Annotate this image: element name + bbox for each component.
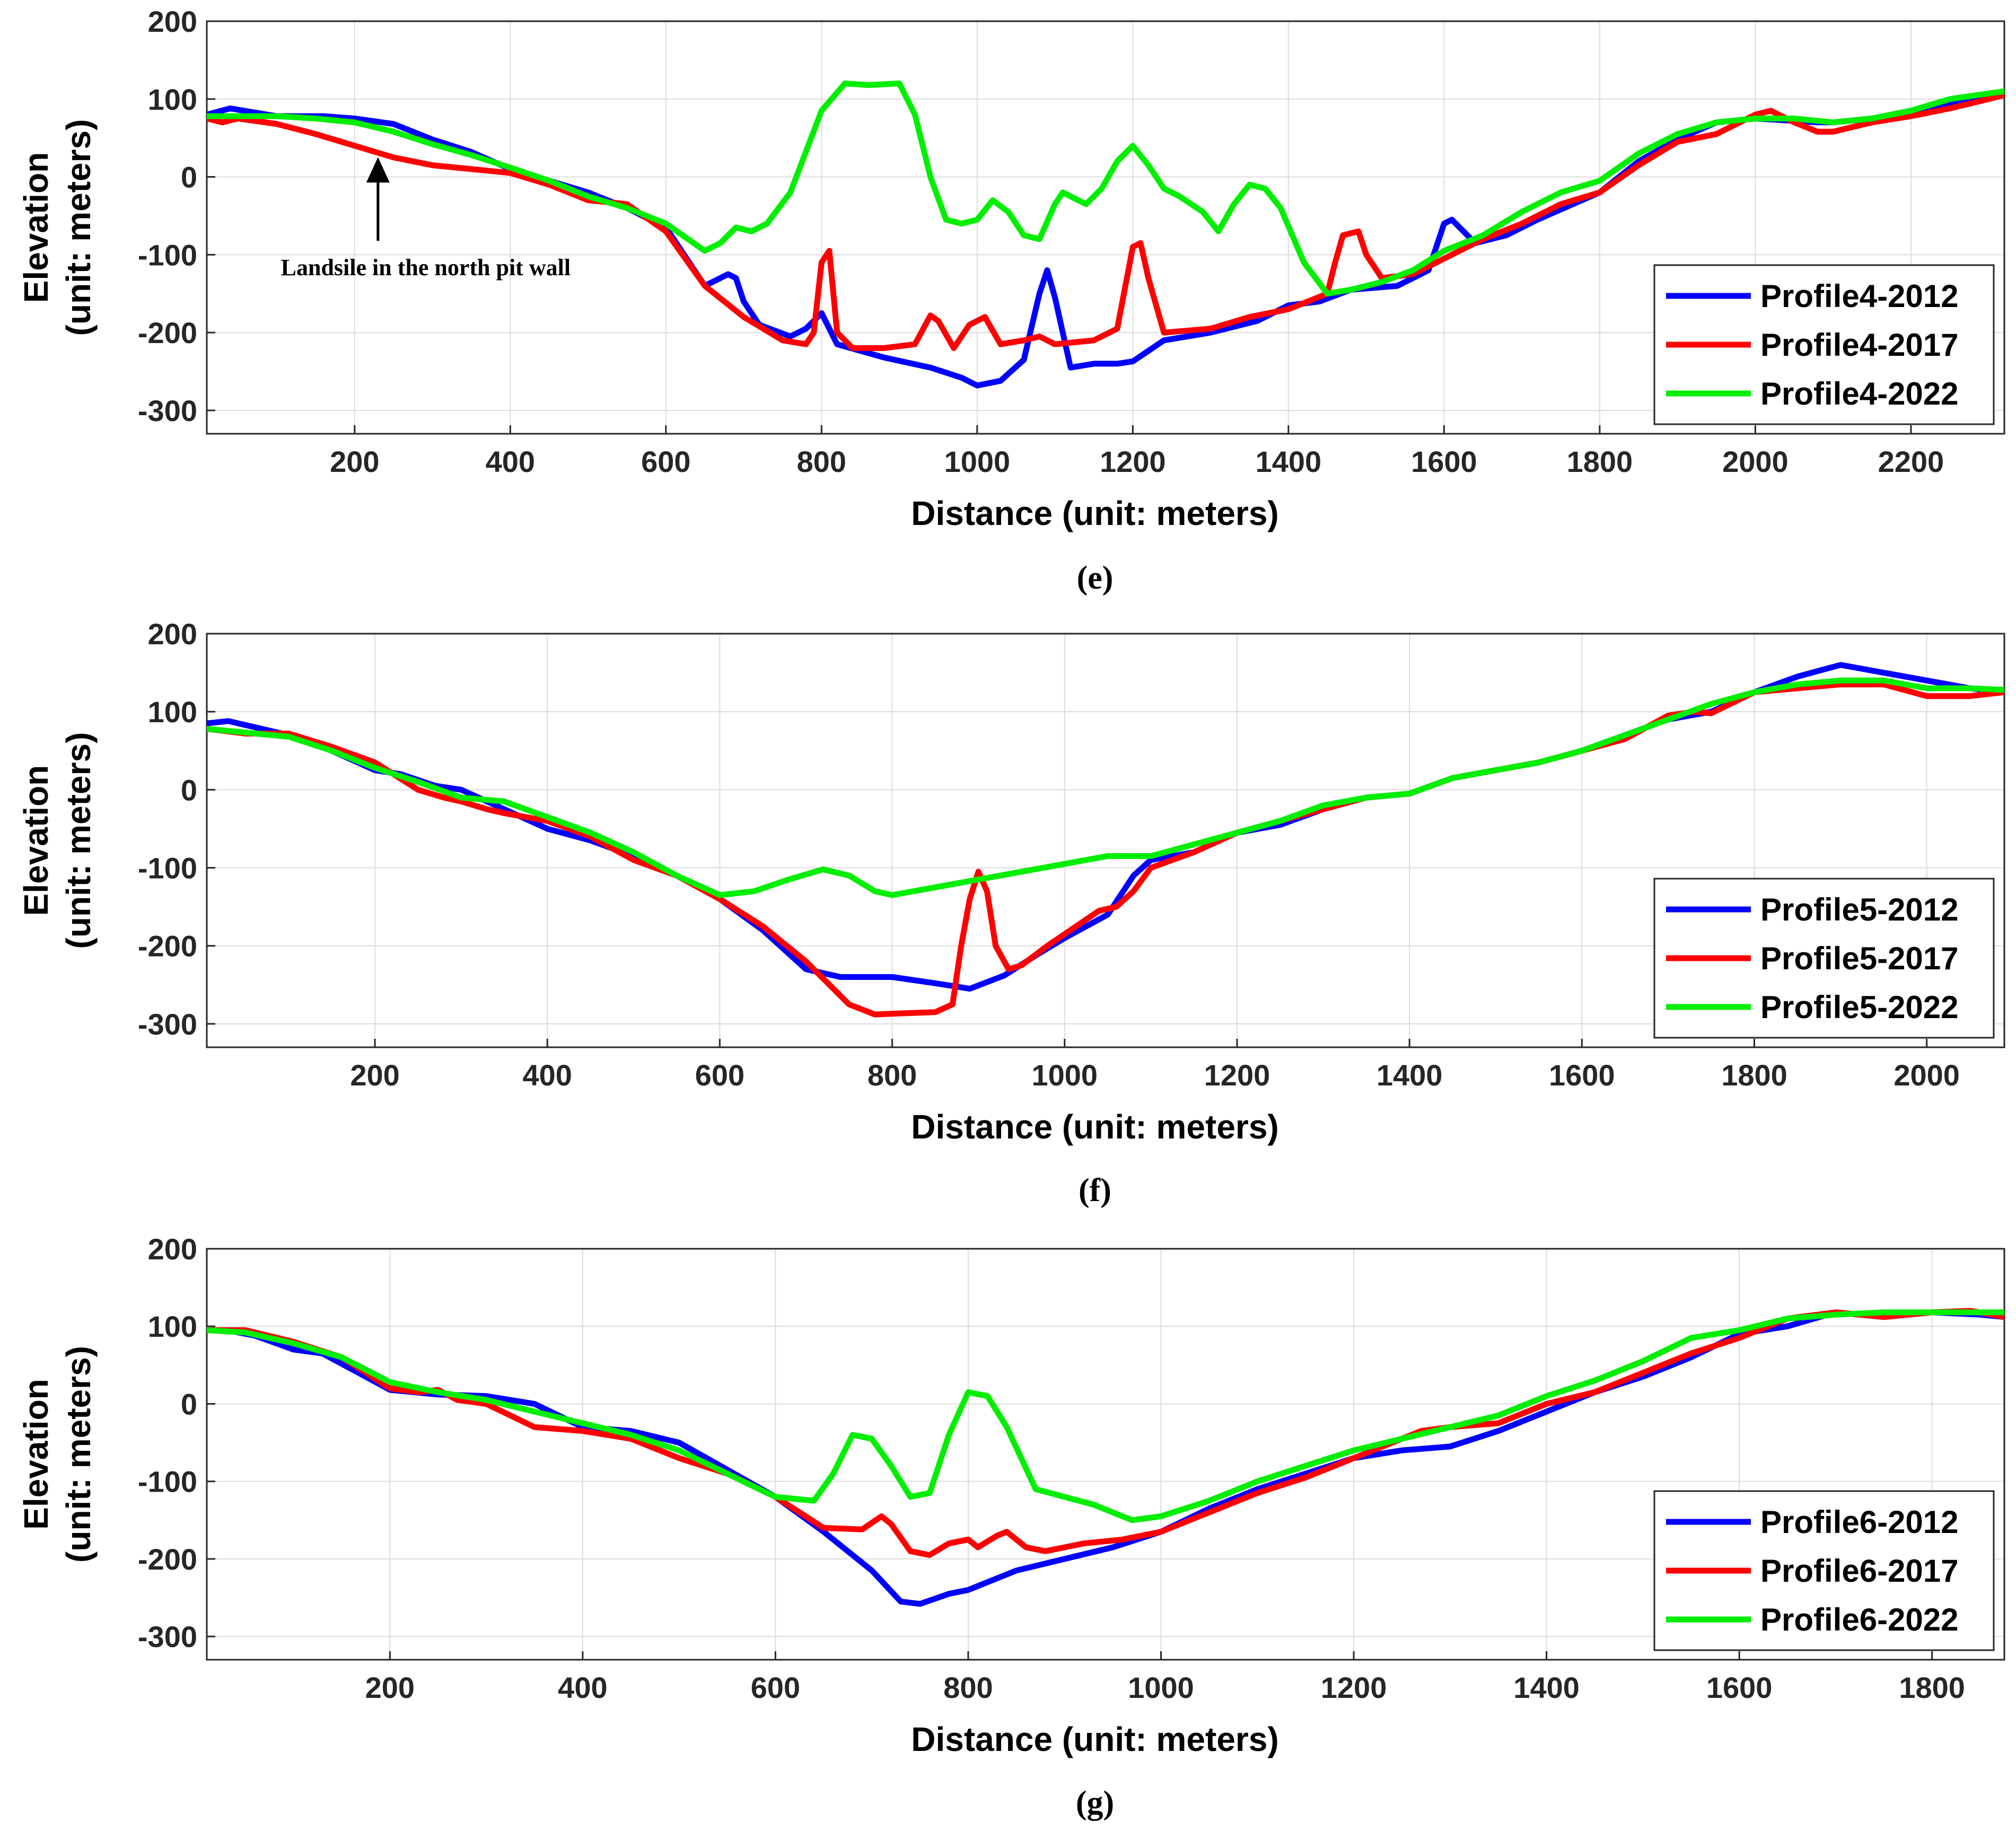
y-tick-label: 0 [181,1387,197,1421]
x-tick-label: 1800 [1899,1671,1965,1704]
x-axis-label: Distance (unit: meters) [911,1108,1278,1146]
legend: Profile5-2012 Profile5-2017 Profile5-2022 [1653,878,1995,1039]
annotation: Landsile in the north pit wall [281,157,571,281]
x-tick-label: 200 [365,1671,415,1704]
panel-caption: (g) [1076,1785,1114,1821]
y-axis-label-line2: (unit: meters) [59,732,98,949]
plot-area-frame [206,20,2005,435]
annotation-text: Landsile in the north pit wall [281,255,571,281]
y-tick-label: -300 [138,1620,197,1653]
plot-area-frame [206,1248,2005,1661]
series-line-profile4-2012 [207,92,2004,389]
series-line-profile6-2022 [207,1309,2004,1523]
x-tick-label: 2000 [1722,445,1789,478]
y-tick-label: -200 [138,316,197,349]
x-tick-label: 600 [695,1058,744,1092]
y-tick-label: -200 [138,930,197,963]
x-tick-label: 1200 [1204,1058,1270,1092]
x-tick-label: 1400 [1513,1671,1580,1704]
y-axis-label-line1: Elevation [17,1379,55,1530]
chart-panel-0: 200 400 600 800 1000 1200 1400 1600 1800 2000 2200… [17,5,2005,596]
y-axis-label-line2: (unit: meters) [59,119,98,336]
y-axis-label: Elevation (unit: meters) [17,119,98,336]
legend-label: Profile6-2022 [1760,1602,1959,1637]
chart-panel-2: 200 400 600 800 1000 1200 1400 1600 18002001000-… [17,1232,2005,1821]
series-line-profile6-2017 [207,1308,2004,1558]
x-tick-label: 400 [486,445,535,478]
annotation-arrow-head [366,157,390,183]
y-axis-label-line1: Elevation [17,765,55,916]
x-tick-label: 1600 [1411,445,1477,478]
x-tick-label: 1000 [1128,1671,1194,1704]
x-tick-label: 400 [523,1058,572,1092]
y-tick-label: -200 [138,1543,197,1576]
series-line-profile5-2022 [207,677,2004,898]
y-tick-label: 100 [148,83,197,116]
y-tick-label: 100 [148,1310,197,1343]
legend-label: Profile4-2012 [1760,278,1959,314]
x-axis-label: Distance (unit: meters) [911,494,1278,532]
x-tick-label: 1400 [1377,1058,1443,1092]
y-tick-label: 0 [181,161,197,194]
legend-label: Profile4-2022 [1760,376,1959,411]
series-line-profile4-2022 [207,80,2004,297]
x-tick-label: 1800 [1567,445,1633,478]
x-tick-label: 600 [641,445,690,478]
x-tick-label: 1000 [944,445,1011,478]
y-tick-label: 200 [148,1232,197,1266]
y-tick-label: -300 [138,394,197,427]
legend: Profile4-2012 Profile4-2017 Profile4-2022 [1653,264,1995,425]
plot-area-frame [206,633,2005,1048]
x-tick-label: 200 [350,1058,399,1092]
y-axis-label: Elevation (unit: meters) [17,732,98,949]
x-tick-label: 1600 [1549,1058,1615,1092]
y-tick-label: 0 [181,773,197,807]
x-tick-label: 1000 [1031,1058,1098,1092]
legend-label: Profile5-2012 [1760,892,1959,927]
y-tick-label: 200 [148,617,197,651]
y-tick-label: 100 [148,695,197,729]
chart-panel-1: 200 400 600 800 1000 1200 1400 1600 1800 20002001… [17,617,2005,1208]
x-tick-label: 1400 [1256,445,1322,478]
legend-label: Profile6-2017 [1760,1553,1959,1589]
x-tick-label: 800 [943,1671,993,1704]
panel-caption: (f) [1079,1172,1111,1208]
y-tick-label: -100 [138,238,197,271]
x-tick-label: 800 [797,445,846,478]
x-tick-label: 200 [330,445,379,478]
y-axis-label: Elevation (unit: meters) [17,1346,98,1563]
y-axis-label-line2: (unit: meters) [59,1346,98,1563]
x-tick-label: 1800 [1721,1058,1787,1092]
x-axis-label: Distance (unit: meters) [911,1720,1278,1758]
y-tick-label: -100 [138,1465,197,1499]
y-tick-label: -100 [138,852,197,885]
y-axis-label-line1: Elevation [17,152,55,303]
x-tick-label: 2200 [1878,445,1944,478]
x-tick-label: 400 [558,1671,607,1704]
x-tick-label: 1200 [1321,1671,1387,1704]
legend-label: Profile5-2022 [1760,989,1959,1025]
legend-label: Profile6-2012 [1760,1504,1959,1540]
legend-label: Profile5-2017 [1760,941,1959,976]
x-tick-label: 1200 [1100,445,1166,478]
x-tick-label: 1600 [1706,1671,1773,1704]
legend: Profile6-2012 Profile6-2017 Profile6-2022 [1653,1490,1995,1651]
x-tick-label: 600 [751,1671,800,1704]
y-tick-label: 200 [148,5,197,38]
y-tick-label: -300 [138,1008,197,1041]
x-tick-label: 800 [867,1058,917,1092]
panel-caption: (e) [1077,560,1114,596]
legend-label: Profile4-2017 [1760,327,1959,363]
x-tick-label: 2000 [1894,1058,1960,1092]
